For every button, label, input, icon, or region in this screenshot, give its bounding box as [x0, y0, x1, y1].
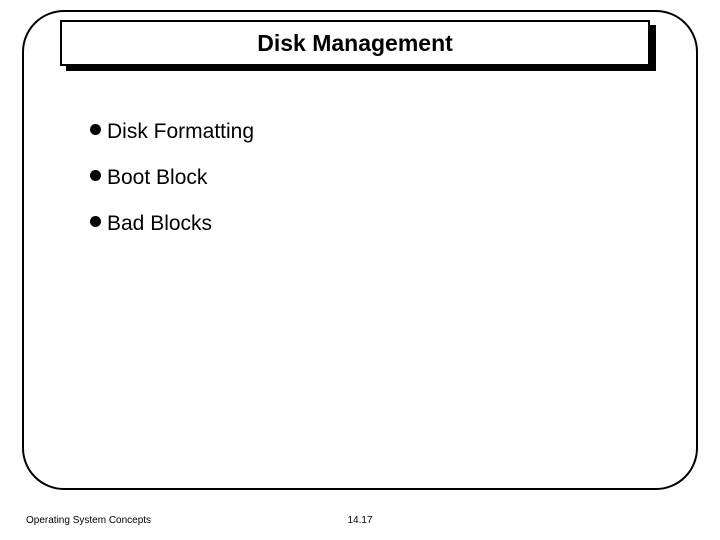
bullet-item: Boot Block — [90, 166, 630, 190]
bullet-icon — [90, 170, 101, 181]
bullet-item: Bad Blocks — [90, 212, 630, 236]
bullet-text: Disk Formatting — [107, 120, 254, 144]
content-area: Disk Formatting Boot Block Bad Blocks — [90, 120, 630, 258]
bullet-text: Boot Block — [107, 166, 207, 190]
bullet-icon — [90, 216, 101, 227]
bullet-icon — [90, 124, 101, 135]
title-box: Disk Management — [60, 20, 650, 66]
bullet-item: Disk Formatting — [90, 120, 630, 144]
bullet-text: Bad Blocks — [107, 212, 212, 236]
footer-page-number: 14.17 — [0, 515, 720, 526]
slide-title: Disk Management — [257, 30, 453, 57]
